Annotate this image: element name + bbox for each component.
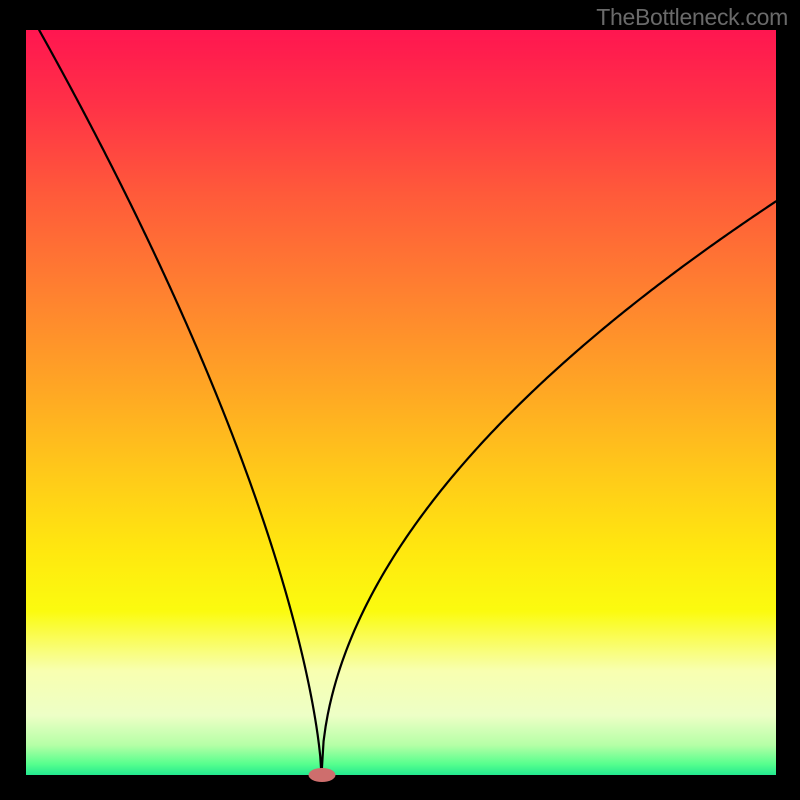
bottleneck-curve bbox=[26, 30, 776, 775]
optimal-marker bbox=[308, 768, 335, 782]
attribution-text: TheBottleneck.com bbox=[596, 4, 788, 31]
plot-area bbox=[26, 30, 776, 775]
